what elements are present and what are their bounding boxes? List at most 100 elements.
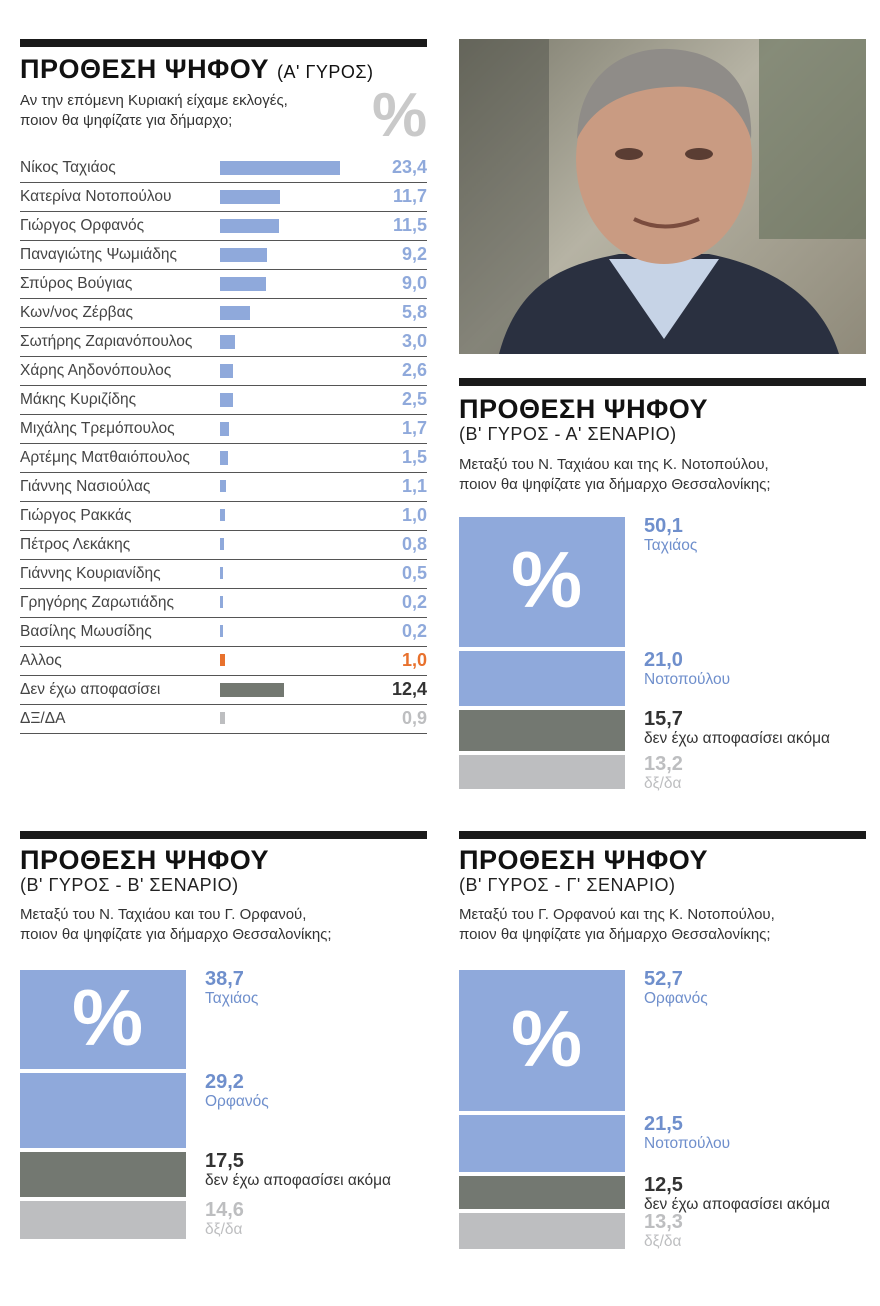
bar-label: Παναγιώτης Ψωμιάδης [20, 246, 177, 263]
bar-row: Γιώργος Ορφανός 11,5 [20, 211, 427, 241]
panel4-question-line2: ποιον θα ψηφίζατε για δήμαρχο Θεσσαλονίκ… [459, 926, 771, 943]
stack-value: 13,3 [644, 1211, 683, 1233]
bar-label: Γιάννης Κουριανίδης [20, 565, 161, 582]
bar [220, 277, 266, 291]
panel3-question-line2: ποιον θα ψηφίζατε για δήμαρχο Θεσσαλονίκ… [20, 926, 332, 943]
bar-row: Σπύρος Βούγιας 9,0 [20, 269, 427, 299]
bar-label: Μιχάλης Τρεμόπουλος [20, 420, 175, 437]
bar-row: Γιώργος Ρακκάς 1,0 [20, 501, 427, 531]
bar-row: ΔΞ/ΔΑ 0,9 [20, 704, 427, 734]
stack-name: δξ/δα [205, 1221, 243, 1238]
stack-label: 29,2 Ορφανός [205, 1071, 269, 1111]
percent-icon: % [511, 535, 583, 624]
bar [220, 335, 235, 349]
bar-row: Κων/νος Ζέρβας 5,8 [20, 298, 427, 328]
bar-label: Μάκης Κυριζίδης [20, 391, 137, 408]
stack-value: 12,5 [644, 1174, 683, 1196]
bar [220, 567, 223, 579]
stack-segment [459, 1213, 625, 1249]
panel3-question: Μεταξύ του Ν. Ταχιάου και του Γ. Ορφανού… [20, 905, 332, 945]
panel1-question-line1: Αν την επόμενη Κυριακή είχαμε εκλογές, [20, 92, 288, 109]
stack-value: 52,7 [644, 968, 683, 990]
bar-label: Δεν έχω αποφασίσει [20, 681, 161, 698]
bar-value: 0,2 [401, 592, 427, 612]
bar-row: Μάκης Κυριζίδης 2,5 [20, 385, 427, 415]
panel1-percent-icon: % [372, 81, 428, 150]
stack-segment [20, 970, 186, 1069]
panel2-title: ΠΡΟΘΕΣΗ ΨΗΦΟΥ [459, 394, 708, 424]
stack-name: Ταχιάος [205, 990, 259, 1007]
bar [220, 538, 224, 550]
stack-value: 14,6 [205, 1199, 244, 1221]
bar-label: Σπύρος Βούγιας [20, 275, 133, 292]
panel1-question-line2: ποιον θα ψηφίζατε για δήμαρχο; [20, 112, 233, 129]
stack-name: Νοτοπούλου [644, 1135, 731, 1152]
bar [220, 596, 223, 608]
stack-segment [459, 970, 625, 1111]
panel3-top-rule [20, 831, 427, 839]
panel2-question-line1: Μεταξύ του Ν. Ταχιάου και της Κ. Νοτοπού… [459, 456, 769, 473]
bar-value: 11,7 [392, 186, 427, 206]
bar-row: Γιάννης Κουριανίδης 0,5 [20, 559, 427, 589]
bar-label: Χάρης Αηδονόπουλος [20, 362, 172, 379]
stack-segment [459, 1115, 625, 1172]
stack-segment [459, 651, 625, 706]
panel2-question: Μεταξύ του Ν. Ταχιάου και της Κ. Νοτοπού… [459, 455, 771, 495]
stack-label: 13,2 δξ/δα [644, 753, 683, 793]
portrait-photo [459, 39, 866, 354]
bar-row: Μιχάλης Τρεμόπουλος 1,7 [20, 414, 427, 444]
stack-value: 21,5 [644, 1113, 683, 1135]
stack-value: 29,2 [205, 1071, 244, 1093]
stack-segment [459, 517, 625, 647]
percent-icon: % [72, 973, 144, 1062]
bar-value: 9,0 [401, 273, 427, 293]
stack-value: 21,0 [644, 649, 683, 671]
stack-value: 15,7 [644, 708, 683, 730]
panel1-subtitle: (Α' ΓΥΡΟΣ) [277, 62, 374, 82]
stack-segment [20, 1152, 186, 1197]
stack-label: 15,7 δεν έχω αποφασίσει ακόμα [644, 708, 830, 748]
panel4-top-rule [459, 831, 866, 839]
stack-name: δξ/δα [644, 1233, 682, 1250]
bar [220, 480, 226, 492]
bar-label: Αρτέμης Ματθαιόπουλος [20, 449, 190, 466]
bar-label: ΔΞ/ΔΑ [20, 710, 66, 727]
bar [220, 393, 233, 407]
stack-segment [20, 1201, 186, 1239]
panel4-subtitle: (Β' ΓΥΡΟΣ - Γ' ΣΕΝΑΡΙΟ) [459, 875, 676, 895]
stack-label: 21,0 Νοτοπούλου [644, 649, 730, 689]
bar [220, 683, 284, 697]
bar-value: 1,7 [401, 418, 427, 438]
panel4-question: Μεταξύ του Γ. Ορφανού και της Κ. Νοτοπού… [459, 905, 775, 945]
panel2-question-line2: ποιον θα ψηφίζατε για δήμαρχο Θεσσαλονίκ… [459, 476, 771, 493]
stack-label: 12,5 δεν έχω αποφασίσει ακόμα [644, 1174, 830, 1214]
bar [220, 306, 250, 320]
bar-value: 1,0 [401, 505, 427, 525]
stack-label: 13,3 δξ/δα [644, 1211, 683, 1251]
bar-row: Δεν έχω αποφασίσει 12,4 [20, 675, 427, 705]
bar-row: Γιάννης Νασιούλας 1,1 [20, 472, 427, 502]
stack-segment [459, 1176, 625, 1209]
bar [220, 712, 225, 724]
bar [220, 509, 225, 521]
bar-row: Γρηγόρης Ζαρωτιάδης 0,2 [20, 588, 427, 618]
bar-value: 12,4 [391, 679, 427, 699]
bar-label: Γιώργος Ορφανός [20, 217, 145, 234]
bar-value: 1,1 [401, 476, 427, 496]
stack-value: 13,2 [644, 753, 683, 775]
bar-row: Κατερίνα Νοτοπούλου 11,7 [20, 182, 427, 212]
bar-row: Παναγιώτης Ψωμιάδης 9,2 [20, 240, 427, 270]
bar [220, 654, 225, 666]
bar [220, 364, 233, 378]
bar [220, 161, 340, 175]
panel2-subtitle: (Β' ΓΥΡΟΣ - Α' ΣΕΝΑΡΙΟ) [459, 424, 677, 444]
stack-value: 38,7 [205, 968, 244, 990]
bar [220, 219, 279, 233]
panel1-title-text: ΠΡΟΘΕΣΗ ΨΗΦΟΥ [20, 54, 269, 84]
stack-label: 14,6 δξ/δα [205, 1199, 244, 1239]
bar-value: 1,5 [401, 447, 427, 467]
bar [220, 625, 223, 637]
panel4-title: ΠΡΟΘΕΣΗ ΨΗΦΟΥ [459, 845, 708, 875]
bar-label: Σωτήρης Ζαριανόπουλος [20, 333, 193, 350]
bar-value: 5,8 [401, 302, 427, 322]
